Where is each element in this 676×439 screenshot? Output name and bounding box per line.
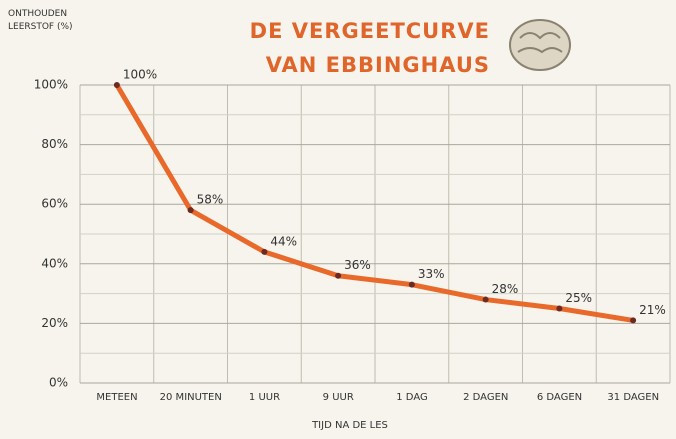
data-label: 28% (492, 282, 519, 296)
x-tick-label: METEEN (80, 392, 154, 403)
point (114, 82, 120, 88)
x-tick-label: 9 UUR (301, 392, 375, 403)
y-axis-label: ONTHOUDEN LEERSTOF (%) (8, 8, 78, 34)
data-label: 58% (197, 193, 224, 207)
y-tick-label: 40% (41, 256, 68, 270)
data-label: 44% (270, 234, 297, 248)
x-tick-label: 31 DAGEN (596, 392, 670, 403)
point (409, 282, 415, 288)
point (630, 317, 636, 323)
x-tick-label: 1 UUR (228, 392, 302, 403)
point (188, 207, 194, 213)
chart-title: DE VERGEETCURVE VAN EBBINGHAUS (190, 14, 490, 82)
data-label: 21% (639, 303, 666, 317)
point (556, 306, 562, 312)
point (483, 297, 489, 303)
x-tick-label: 6 DAGEN (523, 392, 597, 403)
brain-icon (510, 20, 570, 70)
x-tick-label: 1 DAG (375, 392, 449, 403)
data-label: 36% (344, 258, 371, 272)
chart: 0% 20% 40% 60% 80% 100% 100% 58% 44% 36% 33% 28% 25%… (0, 0, 676, 439)
point (261, 249, 267, 255)
y-tick-label: 100% (34, 78, 68, 92)
x-tick-label: 2 DAGEN (449, 392, 523, 403)
y-tick-label: 0% (49, 376, 68, 390)
y-tick-label: 20% (41, 316, 68, 330)
x-axis-label: TIJD NA DE LES (250, 420, 450, 431)
data-label: 25% (565, 291, 592, 305)
y-tick-label: 60% (41, 197, 68, 211)
y-tick-label: 80% (41, 137, 68, 151)
point (335, 273, 341, 279)
data-label: 33% (418, 267, 445, 281)
data-label: 100% (123, 68, 157, 82)
x-tick-label: 20 MINUTEN (154, 392, 228, 403)
